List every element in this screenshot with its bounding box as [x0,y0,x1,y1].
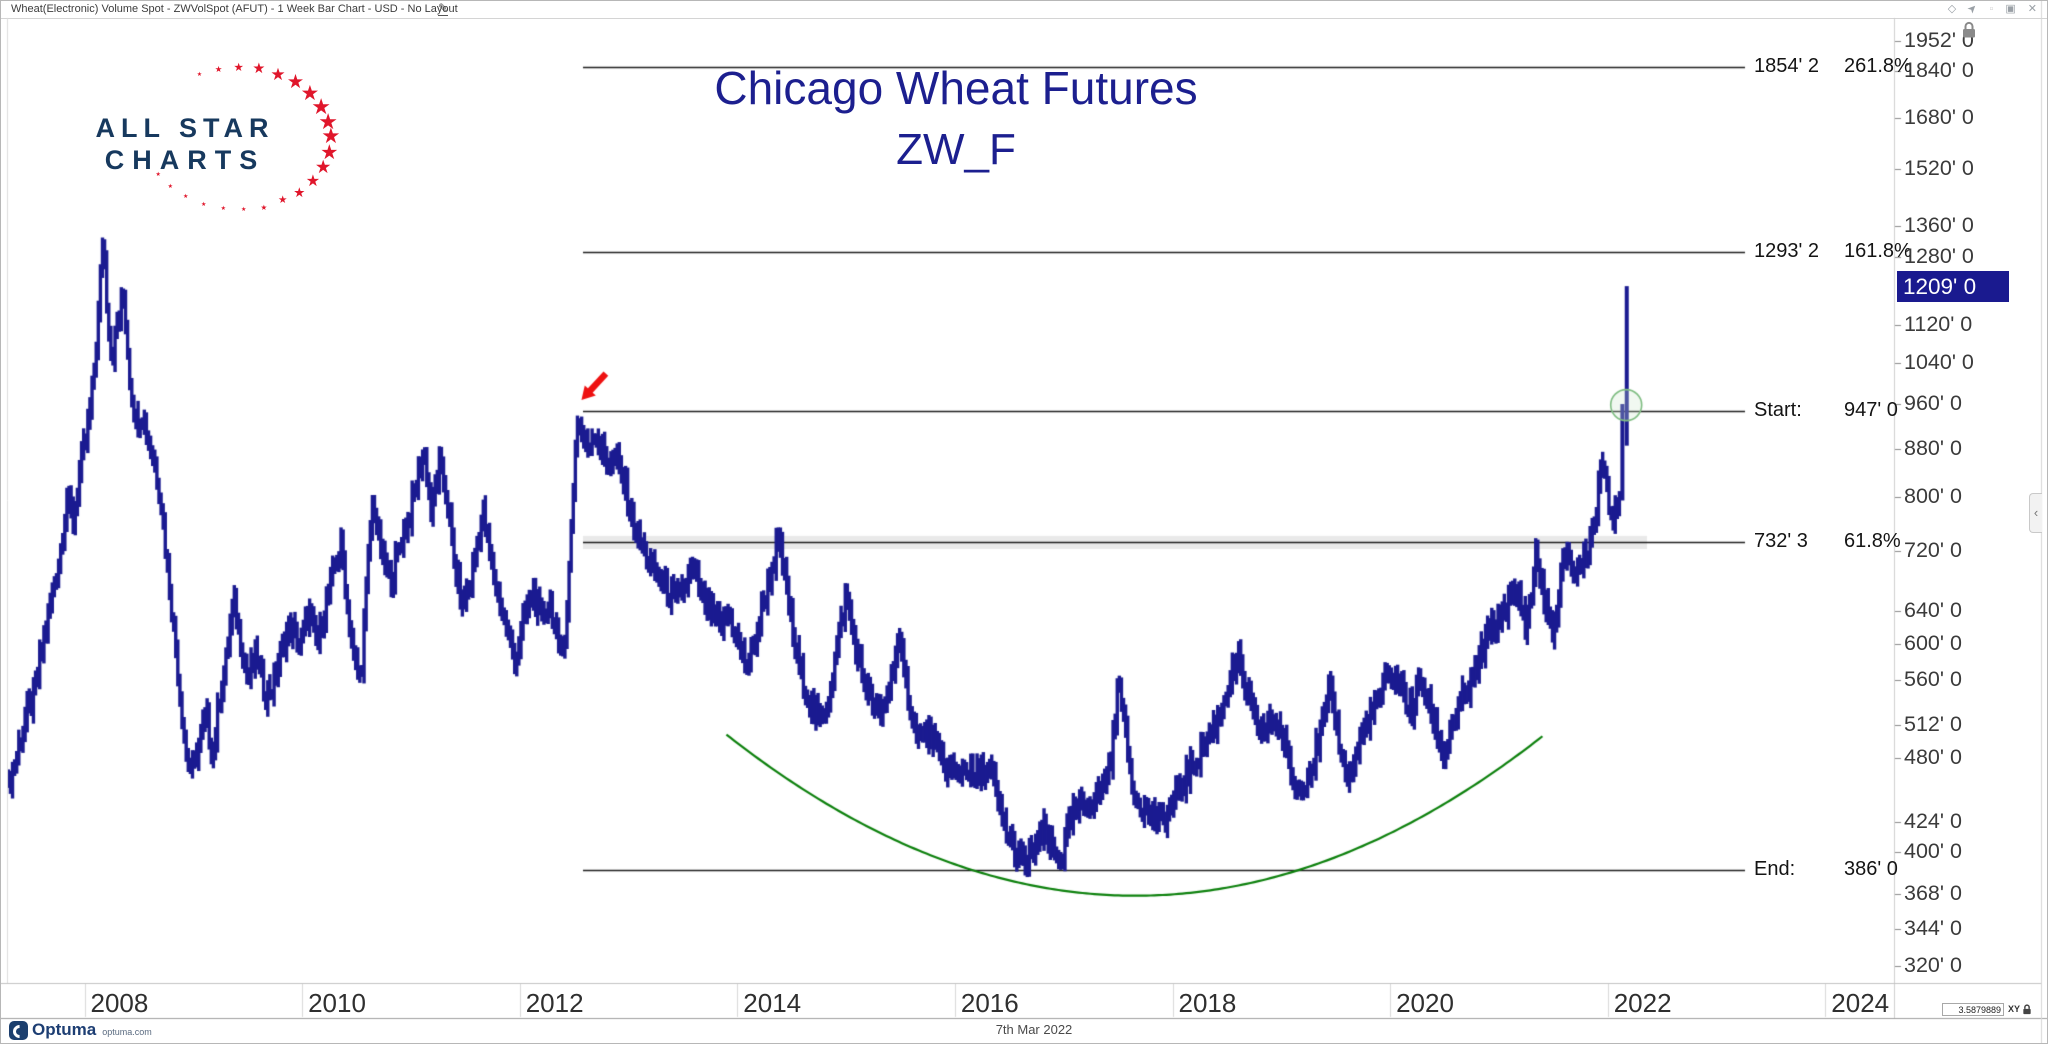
price-axis-label: 1840' 0 [1904,58,1974,83]
fib-level-label: 1854' 2 261.8% [1754,55,1912,78]
axis-lock-icon[interactable] [1961,21,1977,44]
chart-title-line2: ZW_F [896,125,1016,174]
fib-label-right: 261.8% [1844,55,1912,78]
star-icon: ★ [286,72,305,94]
star-icon: ★ [233,61,245,75]
star-icon: ★ [321,124,341,149]
price-axis-label: 368' 0 [1904,881,1962,906]
price-axis-label: 800' 0 [1904,484,1962,509]
price-axis-label: 424' 0 [1904,808,1962,833]
year-axis-label: 2024 [1831,988,1890,1018]
panel-collapse-chevron-icon[interactable]: ‹ [2029,493,2042,533]
logo-text-all-star: ALL STAR [95,113,275,143]
price-axis-label: 1120' 0 [1904,312,1973,337]
price-axis-label: 1680' 0 [1904,104,1974,129]
chart-heading: Chicago Wheat Futures ZW_F [656,61,1256,175]
star-icon: ★ [293,184,306,200]
star-icon: ★ [305,172,321,191]
year-axis-label: 2014 [743,988,802,1018]
price-axis-label: 640' 0 [1904,598,1962,623]
chart-title-line1: Chicago Wheat Futures [714,62,1198,114]
all-star-charts-logo: ALL STAR CHARTS ★ ★ ★ ★ ★ ★ ★ ★ ★ ★ ★ ★ ★ ★ ★ ★ ★ ★ ★ ★ ★ ★ [89,62,359,223]
fib-label-right: 161.8% [1844,239,1912,262]
price-axis-label: 1360' 0 [1904,212,1974,237]
star-icon: ★ [241,206,247,213]
price-axis-label: 480' 0 [1904,745,1962,770]
optuma-logo: Optuma optuma.com [9,1020,152,1040]
star-icon: ★ [318,108,338,134]
fib-label-left: 1293' 2 [1754,239,1819,262]
year-axis-label: 2012 [525,988,584,1018]
year-axis-label: 2016 [960,988,1019,1018]
optuma-brand-icon [9,1020,28,1040]
price-axis-label: 1040' 0 [1904,350,1974,375]
price-axis-label: 512' 0 [1904,712,1962,737]
fib-anchor-label: End: 386' 0 [1754,858,1898,881]
optuma-site-url: optuma.com [102,1027,152,1037]
star-icon: ★ [277,195,288,207]
star-icon: ★ [214,64,223,75]
scale-mode-button[interactable]: XY [2008,1004,2021,1014]
year-axis-label: 2010 [308,988,366,1018]
price-axis-label: 720' 0 [1904,538,1962,563]
year-axis-label: 2020 [1396,988,1454,1018]
last-date-label: 7th Mar 2022 [995,1022,1073,1037]
fib-label-left: 1854' 2 [1754,55,1819,78]
fib-label-left: End: [1754,857,1796,880]
price-axis-label: 1280' 0 [1904,243,1974,268]
fib-anchor-label: Start: 947' 0 [1754,399,1898,422]
price-axis-label: 600' 0 [1904,631,1962,656]
star-icon: ★ [200,201,207,208]
fib-level-label: 1293' 2 161.8% [1754,240,1912,263]
price-axis-label: 1520' 0 [1904,156,1974,181]
price-axis-label: 320' 0 [1904,952,1962,977]
star-icon: ★ [220,206,226,213]
fib-label-right: 947' 0 [1844,399,1898,422]
star-icon: ★ [311,94,331,120]
price-axis-label: 400' 0 [1904,838,1962,863]
last-price-tag: 1209' 0 [1897,270,2009,302]
fib-level-label: 732' 3 61.8% [1754,530,1901,553]
year-axis-label: 2022 [1613,988,1672,1018]
price-axis-label: 880' 0 [1904,435,1962,460]
star-icon: ★ [314,156,332,178]
star-icon: ★ [182,194,189,201]
star-icon: ★ [260,202,268,212]
star-icon: ★ [167,184,173,191]
optuma-brand-name: Optuma [32,1020,97,1039]
logo-text-charts: CHARTS [104,145,266,175]
fib-label-right: 61.8% [1844,530,1901,553]
scale-lock-icon[interactable] [2022,1002,2032,1020]
fib-label-left: 732' 3 [1754,530,1808,553]
price-axis-label: 344' 0 [1904,915,1962,940]
star-icon: ★ [300,81,320,105]
star-icon: ★ [155,171,161,178]
year-axis-label: 2008 [90,988,149,1018]
price-axis-label: 960' 0 [1904,391,1962,416]
price-axis-label: 1952' 0 [1904,28,1974,53]
star-icon: ★ [196,71,203,78]
fib-label-right: 386' 0 [1844,857,1898,880]
star-icon: ★ [252,61,266,78]
price-axis-label: 560' 0 [1904,666,1962,691]
scale-readout[interactable]: 3.5879889 [1942,1003,2004,1016]
fib-label-left: Start: [1754,399,1802,422]
star-icon: ★ [320,141,339,164]
year-axis-label: 2018 [1178,988,1237,1018]
star-icon: ★ [270,64,286,85]
